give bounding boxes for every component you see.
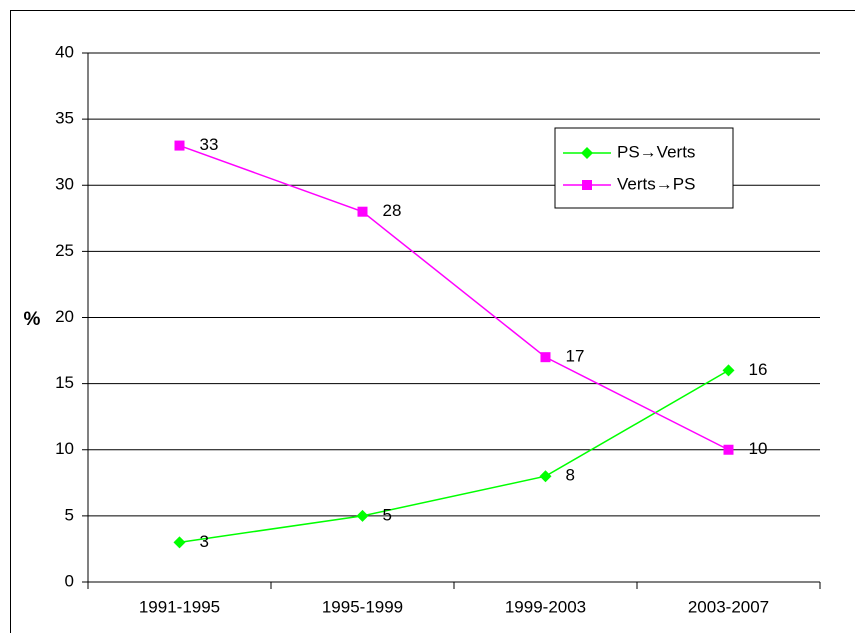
legend-label: Verts→PS xyxy=(617,174,695,193)
data-point xyxy=(722,364,735,377)
y-tick-label: 30 xyxy=(55,175,74,194)
y-tick-label: 35 xyxy=(55,109,74,128)
data-point xyxy=(356,509,369,522)
data-label: 17 xyxy=(566,347,585,366)
data-point xyxy=(539,470,552,483)
legend-label: PS→Verts xyxy=(617,142,695,161)
y-tick-label: 40 xyxy=(55,42,74,61)
data-label: 10 xyxy=(749,439,768,458)
data-point xyxy=(723,444,734,455)
x-tick-label: 1991-1995 xyxy=(139,597,220,616)
data-label: 33 xyxy=(200,135,219,154)
data-point xyxy=(540,352,551,363)
y-axis-label: % xyxy=(24,309,41,330)
data-label: 28 xyxy=(383,201,402,220)
data-label: 8 xyxy=(566,466,575,485)
data-point xyxy=(357,206,368,217)
data-point xyxy=(173,536,186,549)
data-label: 16 xyxy=(749,360,768,379)
legend-marker xyxy=(582,180,592,190)
x-tick-label: 1999-2003 xyxy=(505,597,586,616)
series-line xyxy=(179,369,729,544)
x-tick-label: 2003-2007 xyxy=(688,597,769,616)
chart-border xyxy=(10,10,855,633)
y-tick-label: 0 xyxy=(65,571,74,590)
y-tick-label: 5 xyxy=(65,505,74,524)
y-tick-label: 20 xyxy=(55,307,74,326)
data-label: 3 xyxy=(200,532,209,551)
legend-marker xyxy=(581,147,593,159)
y-tick-label: 15 xyxy=(55,373,74,392)
series-line xyxy=(179,144,729,451)
data-label: 5 xyxy=(383,505,392,524)
y-tick-label: 25 xyxy=(55,241,74,260)
legend-box xyxy=(554,127,734,209)
x-tick-label: 1995-1999 xyxy=(322,597,403,616)
y-tick-label: 10 xyxy=(55,439,74,458)
data-point xyxy=(174,140,185,151)
